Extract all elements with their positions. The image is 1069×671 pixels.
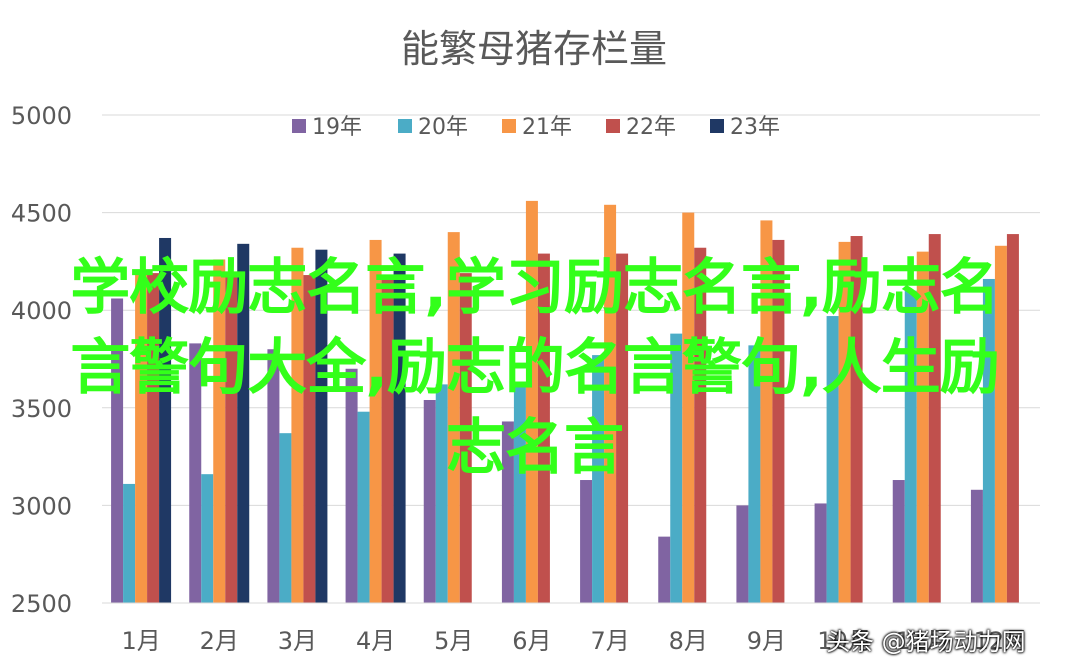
chart-title: 能繁母猪存栏量: [401, 27, 667, 71]
bar: [381, 277, 394, 603]
watermark: 头条 @猪场动力网: [826, 628, 1026, 656]
x-tick-label: 1月: [121, 627, 160, 655]
bar: [892, 480, 905, 603]
bar: [123, 483, 136, 603]
legend-swatch: [502, 119, 516, 133]
x-tick-label: 5月: [434, 627, 473, 655]
bar: [814, 503, 827, 603]
legend-swatch: [606, 119, 620, 133]
bar: [670, 333, 683, 603]
bar: [537, 253, 550, 604]
bar: [1006, 234, 1019, 603]
legend-label: 19年: [312, 115, 362, 140]
bar: [147, 273, 160, 603]
bar: [826, 316, 839, 603]
bar: [423, 399, 436, 603]
bar: [135, 271, 148, 603]
bar: [267, 349, 280, 603]
y-tick-label: 5000: [11, 102, 72, 130]
y-tick-label: 3000: [11, 492, 72, 520]
bar: [225, 273, 238, 603]
bar: [604, 204, 617, 604]
legend-label: 21年: [522, 115, 572, 140]
bar: [616, 253, 629, 604]
bar: [201, 474, 214, 603]
y-tick-label: 4500: [11, 200, 72, 228]
overlay-text: 学校励志名言,学习励志名言,励志名 言警句大全,励志的名言警句,人生励 志名言: [0, 248, 1069, 488]
overlay-line-2: 言警句大全,励志的名言警句,人生励: [70, 333, 1000, 403]
bar: [303, 275, 316, 603]
bar: [369, 239, 382, 604]
bar: [345, 368, 358, 603]
bar: [916, 251, 929, 603]
x-tick-label: 10月: [817, 627, 872, 655]
legend-label: 20年: [418, 115, 468, 140]
x-tick-label: 7月: [590, 627, 629, 655]
bar: [904, 290, 917, 603]
bar: [982, 278, 995, 603]
bar: [357, 411, 370, 603]
bar: [315, 249, 328, 604]
bar: [772, 239, 785, 604]
bar: [111, 298, 124, 603]
bar: [237, 243, 250, 603]
bar: [682, 212, 695, 603]
bar: [760, 220, 773, 603]
bar: [592, 355, 605, 603]
y-tick-label: 4000: [11, 297, 72, 325]
bar: [513, 382, 526, 603]
legend-label: 22年: [626, 115, 676, 140]
bar: [213, 259, 226, 603]
bar: [459, 273, 472, 603]
x-tick-label: 4月: [356, 627, 395, 655]
y-axis: 2500 3000 3500 4000 4500 5000: [11, 102, 72, 618]
y-tick-label: 3500: [11, 395, 72, 423]
legend-label: 23年: [730, 115, 780, 140]
bar: [393, 253, 406, 604]
x-axis: 1月 2月 3月 4月 5月 6月 7月 8月 9月 10月 11月 12月: [102, 602, 1040, 655]
bar: [736, 505, 749, 603]
legend: 19年 20年 21年 22年 23年: [292, 115, 780, 140]
bar: [994, 245, 1007, 603]
bar: [501, 421, 514, 603]
bar: [279, 433, 292, 603]
x-tick-label: 8月: [669, 627, 708, 655]
legend-swatch: [398, 119, 412, 133]
bar: [580, 480, 593, 603]
x-tick-label: 12月: [974, 627, 1029, 655]
bar: [435, 384, 448, 603]
x-tick-label: 2月: [200, 627, 239, 655]
bar: [838, 241, 851, 603]
bars: [111, 200, 1019, 604]
bar: [291, 247, 304, 603]
x-tick-label: 11月: [895, 627, 950, 655]
bar: [694, 247, 707, 603]
bar: [159, 237, 172, 603]
overlay-line-1: 学校励志名言,学习励志名言,励志名: [70, 253, 1000, 323]
overlay-line-3: 志名言: [446, 413, 624, 483]
bar: [525, 200, 538, 603]
x-tick-label: 6月: [512, 627, 551, 655]
legend-swatch: [710, 119, 724, 133]
x-tick-label: 9月: [747, 627, 786, 655]
bar: [447, 232, 460, 603]
bar: [748, 345, 761, 603]
bar: [189, 343, 202, 603]
bar: [658, 536, 671, 603]
bar: [970, 489, 983, 603]
bar: [928, 234, 941, 603]
bar: [850, 236, 863, 604]
y-tick-label: 2500: [11, 590, 72, 618]
legend-swatch: [292, 119, 306, 133]
x-tick-label: 3月: [278, 627, 317, 655]
